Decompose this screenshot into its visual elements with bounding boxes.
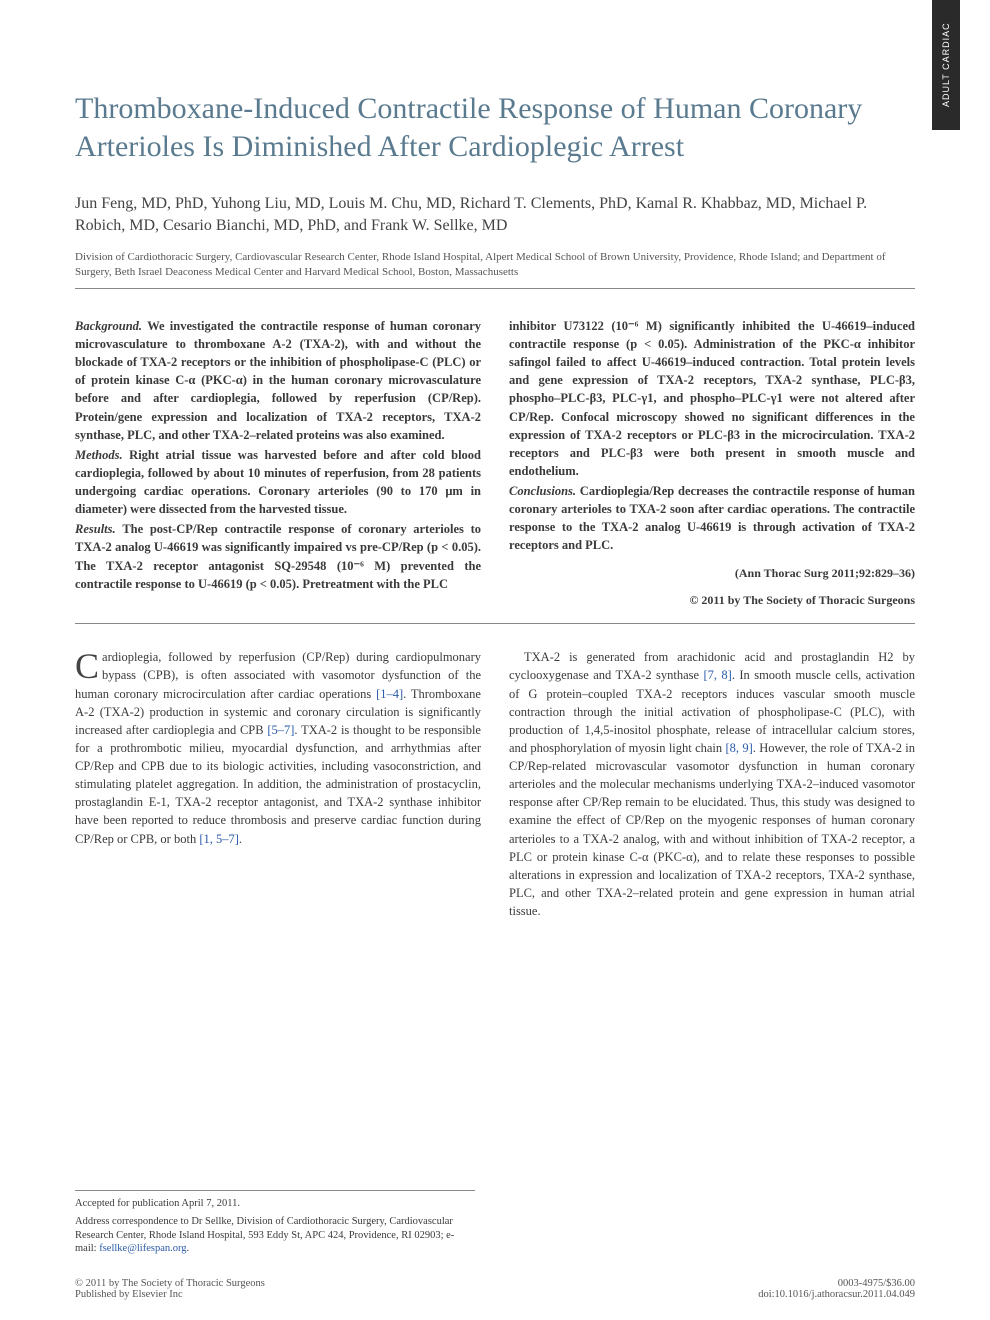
ref-link-7-8[interactable]: [7, 8] [703,668,731,682]
body-right-column: TXA-2 is generated from arachidonic acid… [509,648,915,920]
citation-journal: (Ann Thorac Surg 2011;92:829–36) [509,565,915,582]
ref-link-1-5-7[interactable]: [1, 5–7] [199,832,239,846]
article-body: Cardioplegia, followed by reperfusion (C… [75,648,915,920]
authors-list: Jun Feng, MD, PhD, Yuhong Liu, MD, Louis… [75,193,915,236]
page-footer: © 2011 by The Society of Thoracic Surgeo… [75,1278,915,1300]
section-tab: ADULT CARDIAC [932,0,960,130]
background-text: We investigated the contractile response… [75,319,481,442]
footer-right: 0003-4975/$36.00 doi:10.1016/j.athoracsu… [758,1278,915,1300]
abstract-block: Background. We investigated the contract… [75,317,915,624]
ref-link-5-7[interactable]: [5–7] [267,723,294,737]
citation-copyright: © 2011 by The Society of Thoracic Surgeo… [509,592,915,609]
ref-link-8-9[interactable]: [8, 9] [725,741,752,755]
body-left-column: Cardioplegia, followed by reperfusion (C… [75,648,481,920]
ref-link-1-4[interactable]: [1–4] [376,687,403,701]
footer-publisher: Published by Elsevier Inc [75,1289,265,1300]
body-paragraph-1: Cardioplegia, followed by reperfusion (C… [75,648,481,847]
footer-left: © 2011 by The Society of Thoracic Surgeo… [75,1278,265,1300]
correspondence-address: Address correspondence to Dr Sellke, Div… [75,1215,475,1256]
article-title: Thromboxane-Induced Contractile Response… [75,90,915,165]
results-text-left: The post-CP/Rep contractile response of … [75,522,481,590]
body-paragraph-2: TXA-2 is generated from arachidonic acid… [509,648,915,920]
footer-issn-price: 0003-4975/$36.00 [758,1278,915,1289]
results-label: Results. [75,522,116,536]
footnotes-block: Accepted for publication April 7, 2011. … [75,1190,475,1260]
conclusions-label: Conclusions. [509,484,576,498]
footer-copyright: © 2011 by The Society of Thoracic Surgeo… [75,1278,265,1289]
results-text-right: inhibitor U73122 (10⁻⁶ M) significantly … [509,319,915,478]
methods-text: Right atrial tissue was harvested before… [75,448,481,516]
dropcap: C [75,648,102,682]
abstract-left-column: Background. We investigated the contract… [75,317,481,611]
methods-label: Methods. [75,448,123,462]
accepted-date: Accepted for publication April 7, 2011. [75,1197,475,1211]
correspondence-email-link[interactable]: fsellke@lifespan.org [99,1243,186,1254]
background-label: Background. [75,319,142,333]
footer-doi: doi:10.1016/j.athoracsur.2011.04.049 [758,1289,915,1300]
affiliation-text: Division of Cardiothoracic Surgery, Card… [75,250,915,289]
abstract-right-column: inhibitor U73122 (10⁻⁶ M) significantly … [509,317,915,611]
